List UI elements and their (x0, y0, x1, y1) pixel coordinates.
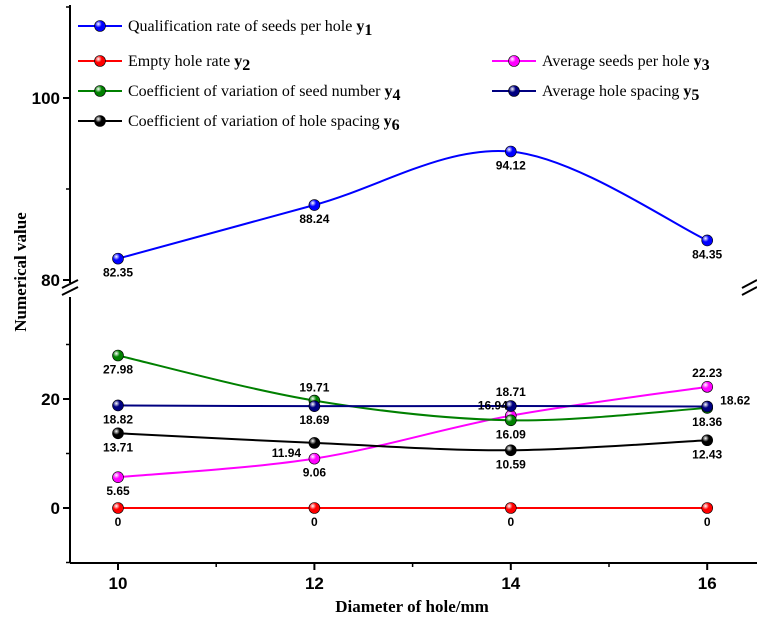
data-point (308, 400, 321, 412)
data-label: 84.35 (692, 247, 722, 261)
data-point (701, 381, 714, 393)
data-label: 18.69 (299, 413, 329, 427)
legend-entry: Empty hole rate y2 (128, 53, 250, 74)
series-points (112, 145, 714, 514)
data-point (308, 502, 321, 514)
legend-entry: Coefficient of variation of seed number … (128, 83, 401, 104)
series-lines (117, 149, 708, 510)
data-label: 10.59 (496, 457, 526, 471)
data-point (308, 437, 321, 449)
data-label: 18.36 (692, 415, 722, 429)
data-point (112, 399, 124, 412)
legend-entry: Coefficient of variation of hole spacing… (128, 113, 400, 134)
legend-entry: Average seeds per hole y3 (542, 53, 710, 74)
data-point (504, 414, 517, 427)
y-tick-label: 0 (51, 499, 60, 518)
data-point (112, 502, 124, 514)
data-label: 16.94 (478, 399, 508, 413)
series-line (117, 385, 708, 479)
data-label: 18.62 (720, 394, 750, 408)
data-label: 0 (507, 515, 514, 529)
axis-break-left (61, 279, 79, 296)
data-point (308, 452, 321, 465)
data-point (504, 444, 517, 457)
data-point (701, 502, 714, 514)
data-label: 18.71 (496, 385, 526, 399)
data-label: 16.09 (496, 427, 526, 441)
legend-entry: Average hole spacing y5 (542, 83, 699, 104)
legend: Qualification rate of seeds per hole y1 E… (78, 18, 710, 134)
chart-axes: 0 20 80 100 10 12 14 16 (32, 5, 757, 593)
data-point (701, 434, 714, 447)
series-line (117, 404, 708, 408)
series-line (117, 149, 708, 260)
data-label: 11.94 (272, 446, 302, 460)
series-line (117, 354, 708, 422)
series-line (117, 432, 708, 452)
data-point (112, 427, 124, 440)
data-label: 0 (311, 515, 318, 529)
legend-marker (508, 85, 520, 97)
data-label: 22.23 (692, 366, 722, 380)
x-tick-label: 16 (698, 574, 717, 593)
data-point (701, 234, 714, 247)
data-label: 0 (115, 515, 122, 529)
data-point (112, 349, 124, 362)
data-label: 5.65 (106, 484, 130, 498)
y-tick-label: 100 (32, 89, 60, 108)
y-tick-label: 80 (41, 271, 60, 290)
data-label: 0 (704, 515, 711, 529)
y-axis-title: Numerical value (11, 212, 30, 332)
legend-marker (94, 85, 106, 97)
data-point (504, 145, 517, 158)
data-label: 88.24 (299, 212, 329, 226)
data-label: 18.82 (103, 412, 133, 426)
x-tick-label: 14 (501, 574, 520, 593)
x-axis-title: Diameter of hole/mm (335, 597, 489, 616)
data-label: 19.71 (299, 381, 329, 395)
data-point (112, 471, 124, 484)
data-point (308, 199, 321, 211)
data-label: 27.98 (103, 363, 133, 377)
legend-marker (94, 55, 106, 67)
data-label: 13.71 (103, 440, 133, 454)
legend-entry: Qualification rate of seeds per hole y1 (128, 18, 372, 39)
x-tick-label: 10 (109, 574, 128, 593)
data-point (701, 400, 714, 413)
axis-break-right (741, 279, 757, 296)
data-label: 94.12 (496, 159, 526, 173)
data-label: 82.35 (103, 266, 133, 280)
data-labels: 82.35 88.24 94.12 84.35 0 0 0 0 5.65 9.06 16.94 22.… (103, 159, 751, 529)
data-label: 9.06 (303, 466, 327, 480)
x-tick-label: 12 (305, 574, 324, 593)
legend-marker (508, 55, 520, 67)
data-point (504, 400, 517, 412)
data-point (112, 252, 124, 265)
data-point (504, 502, 517, 514)
legend-marker (94, 20, 106, 32)
legend-marker (94, 115, 106, 127)
y-tick-label: 20 (41, 390, 60, 409)
data-label: 12.43 (692, 447, 722, 461)
